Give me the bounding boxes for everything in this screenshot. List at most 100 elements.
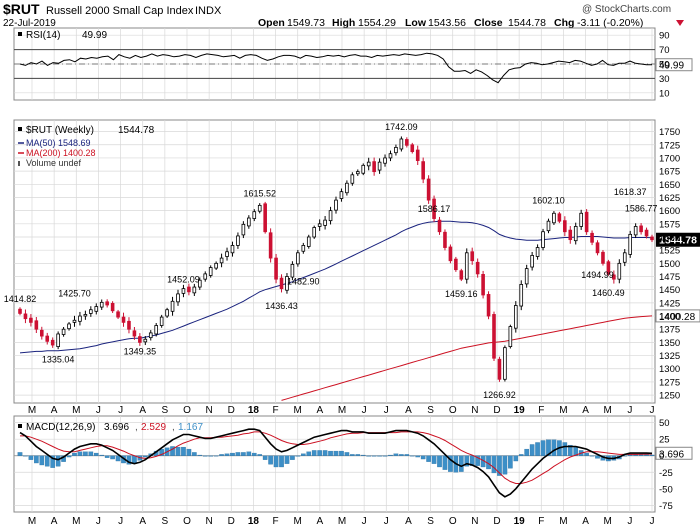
macd-hist-bar (344, 452, 350, 456)
macd-hist-bar (213, 455, 219, 457)
macd-hist-bar (175, 446, 181, 456)
macd-label: MACD(12,26,9) (26, 422, 95, 433)
price-annotation: 1742.09 (385, 122, 418, 132)
candle-body (497, 358, 502, 380)
price-annotation: 1460.49 (592, 288, 625, 298)
candle-body (312, 227, 317, 238)
candle-body (546, 220, 551, 232)
price-annotation: 1586.17 (418, 204, 451, 214)
candle-body (628, 233, 633, 255)
month-label-top: M (559, 405, 567, 416)
candle-body (568, 229, 573, 241)
candle-body (29, 317, 33, 323)
candle-body (323, 219, 327, 226)
candle-body (154, 325, 159, 335)
candle-body (601, 251, 605, 264)
macd-hist-bar (306, 451, 312, 456)
macd-hist-bar (366, 455, 372, 457)
candle-body (252, 211, 257, 219)
candle-body (45, 335, 50, 342)
candle-body (67, 323, 71, 330)
candle-body (410, 144, 415, 153)
candle-body (470, 251, 475, 262)
candle-body (94, 306, 99, 312)
macd-hist-bar (197, 454, 203, 456)
macd-value: 3.696 (104, 422, 129, 433)
candle-body (116, 311, 120, 318)
candle-body (590, 232, 594, 243)
month-label-top: M (294, 405, 302, 416)
open-label: Open (258, 17, 285, 29)
candle-body (486, 294, 491, 317)
rsi-value: 49.99 (82, 30, 107, 41)
month-label-bottom: M (28, 516, 36, 527)
candle-body (437, 219, 442, 233)
candle-body (78, 315, 82, 322)
candle-body (39, 329, 44, 337)
candle-body (56, 333, 60, 348)
open-value: 1549.73 (287, 17, 325, 29)
candle-body (89, 309, 93, 314)
low-label: Low (405, 17, 427, 29)
price-panel (13, 119, 656, 404)
candle-body (383, 157, 387, 164)
price-annotation: 1615.52 (243, 188, 276, 198)
price-tick-label: 1275 (659, 377, 680, 388)
macd-hist-bar (475, 455, 480, 466)
candle-body (426, 178, 431, 201)
month-label-bottom: F (273, 516, 279, 527)
macd-last-value: 3.696 (659, 449, 684, 460)
macd-hist-bar (132, 455, 137, 464)
candle-body (535, 247, 540, 257)
rsi-label: RSI(14) (26, 30, 60, 41)
rsi-last-box (655, 58, 693, 72)
macd-hist-bar (355, 454, 361, 456)
candle-body (388, 153, 393, 159)
macd-hist-bar (322, 450, 328, 456)
candle-body (285, 276, 289, 291)
macd-hist-bar (333, 450, 339, 456)
down-arrow-icon (676, 20, 684, 26)
macd-hist-bar (524, 448, 530, 456)
price-tick-label: 1400 (659, 312, 680, 323)
candle-body (268, 232, 273, 259)
candle-body (579, 212, 583, 227)
candle-body (557, 213, 562, 222)
macd-hist-bar (224, 453, 230, 456)
chg-label: Chg (554, 17, 574, 29)
candle-body (99, 301, 104, 308)
macd-hist-bar (508, 455, 513, 469)
macd-hist-bar (279, 455, 284, 468)
candle-body (138, 336, 142, 343)
candle-body (524, 268, 529, 285)
month-label-bottom: N (206, 516, 213, 527)
rsi-tick-label: 50 (659, 60, 670, 71)
macd-hist-bar (638, 454, 644, 456)
month-label-bottom: J (362, 516, 367, 527)
ma50-legend: MA(50) 1548.69 (26, 138, 91, 148)
macd-hist-bar (388, 454, 393, 456)
macd-hist-bar (104, 455, 110, 458)
price-last-box (656, 232, 700, 247)
macd-hist-bar (72, 452, 77, 456)
price-tick-label: 1600 (659, 206, 680, 217)
candle-body (464, 252, 469, 280)
macd-hist-bar (208, 455, 214, 457)
candle-body (617, 262, 622, 280)
candle-body (208, 267, 213, 276)
candle-body (187, 286, 191, 293)
price-tick-label: 1250 (659, 391, 680, 402)
macd-hist-bar (257, 454, 263, 456)
month-label-top: A (317, 405, 324, 416)
rsi-legend-swatch (18, 32, 22, 36)
macd-hist-bar (55, 455, 61, 467)
macd-hist-bar (251, 452, 257, 456)
price-tick-label: 1625 (659, 193, 680, 204)
rsi-tick-label: 10 (659, 88, 670, 99)
month-label-bottom: S (162, 516, 169, 527)
candle-body (18, 308, 22, 314)
price-tick-label: 1675 (659, 167, 680, 178)
macd-hist-bar (589, 455, 595, 457)
price-tick-label: 1575 (659, 219, 680, 230)
